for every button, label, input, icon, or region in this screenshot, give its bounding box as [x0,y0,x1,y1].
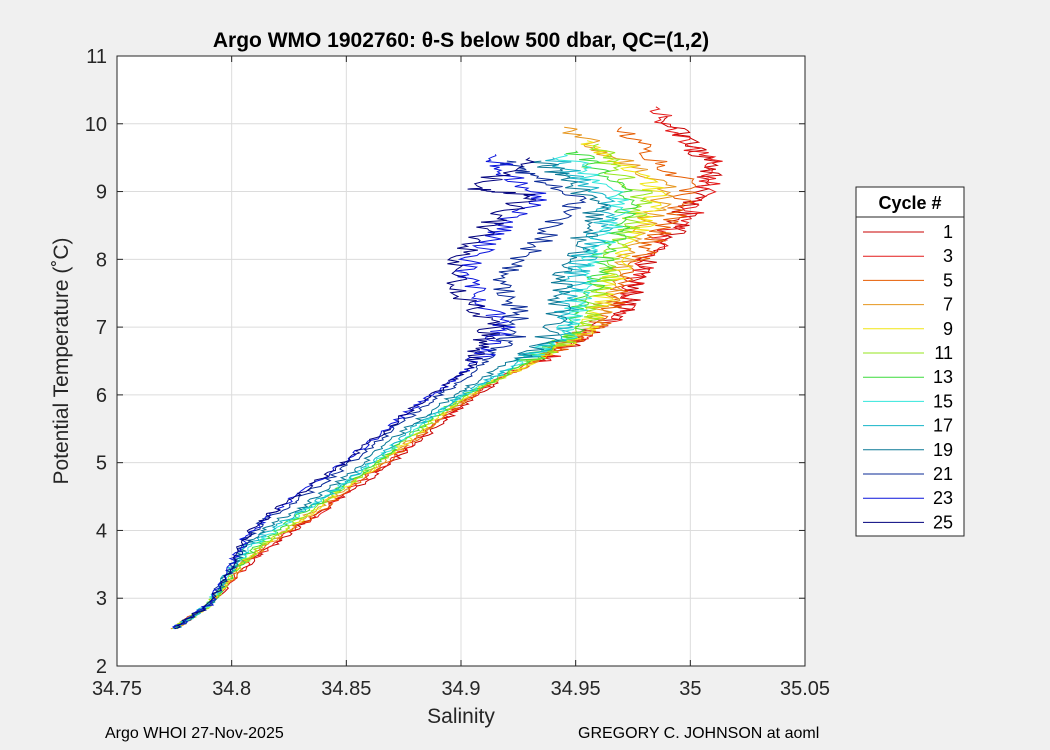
x-tick-label: 34.8 [212,678,251,700]
y-tick-label: 8 [96,249,107,271]
y-tick-label: 11 [86,46,107,68]
legend-entry-label: 21 [933,464,953,484]
legend-entry-label: 11 [934,343,953,363]
legend-entry-label: 17 [933,416,953,436]
x-tick-label: 34.85 [321,678,371,700]
y-tick-label: 3 [96,588,107,610]
x-tick-label: 34.9 [442,678,481,700]
legend-entry-label: 23 [933,488,953,508]
y-tick-label: 4 [96,520,107,542]
x-tick-label: 34.95 [551,678,601,700]
x-tick-label: 34.75 [92,678,142,700]
series-cycle-9 [172,140,668,630]
y-tick-label: 5 [96,453,107,475]
legend-entry-label: 15 [933,391,953,411]
legend-entry-label: 5 [943,270,953,290]
legend-entry-label: 3 [943,246,953,266]
y-axis-label: Potential Temperature (˚C) [50,237,73,484]
legend-title: Cycle # [878,193,941,213]
axis-ticks: 34.75 34.8 34.85 34.9 34.95 35 35.05 2 3 4 5 6 7 8 9 10… [85,46,830,700]
x-tick-label: 35.05 [780,678,830,700]
legend-entry-label: 19 [933,440,953,460]
legend-entry-label: 9 [943,319,953,339]
series-cycle-19 [173,160,612,630]
y-tick-label: 10 [85,114,107,136]
legend-entry-label: 1 [943,222,953,242]
legend-entry-label: 13 [933,367,953,387]
y-tick-label: 7 [96,317,107,339]
legend-entry-label: 25 [933,512,953,532]
y-tick-label: 2 [96,656,107,678]
legend-box [855,186,965,537]
series-cycle-11 [173,143,653,630]
series-cycle-21 [172,160,587,630]
series-layer [170,106,723,630]
chart-title: Argo WMO 1902760: θ-S below 500 dbar, QC… [213,29,709,52]
footer-right: GREGORY C. JOHNSON at aoml [578,725,820,742]
x-axis-label: Salinity [427,705,495,728]
series-cycle-15 [172,153,632,630]
y-tick-label: 9 [96,182,107,204]
y-tick-label: 6 [96,385,107,407]
x-tick-label: 35 [679,678,701,700]
footer-left: Argo WHOI 27-Nov-2025 [105,725,284,742]
series-cycle-25 [175,157,537,630]
legend-entry-label: 7 [943,295,953,315]
